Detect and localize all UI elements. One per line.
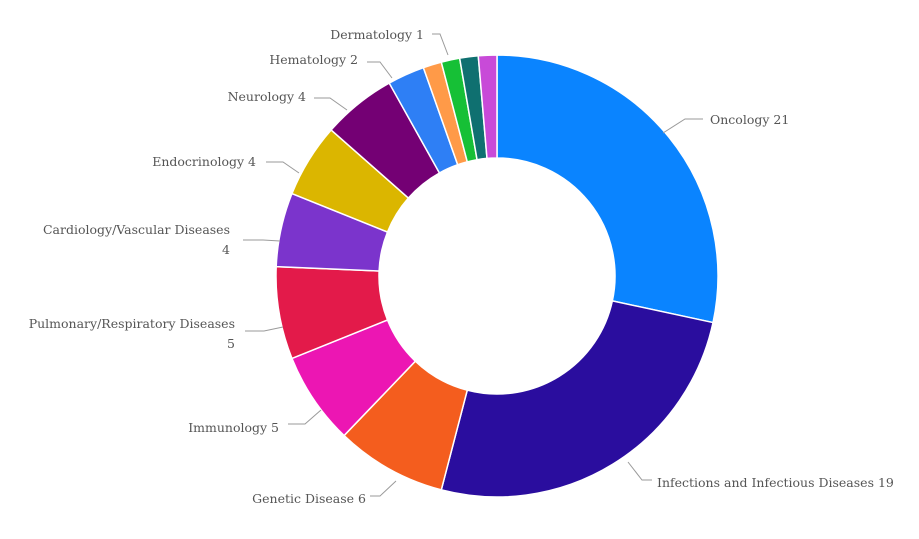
slice-unlabeled-12	[477, 54, 498, 160]
slice-label-line: Immunology 5	[188, 420, 279, 435]
leader-line-pulmonary-respiratory-diseases	[245, 326, 284, 332]
slice-label-endocrinology: Endocrinology 4	[152, 154, 256, 169]
leader-line-neurology	[314, 97, 348, 111]
slice-label-line: 4	[222, 242, 230, 257]
slice-label-line: Dermatology 1	[330, 27, 424, 42]
leader-line-endocrinology	[266, 161, 300, 174]
slice-label-line: Oncology 21	[710, 112, 789, 127]
slice-label-oncology: Oncology 21	[710, 112, 789, 127]
slice-label-cardiology-vascular-diseases: Cardiology/Vascular Diseases 4	[43, 222, 230, 257]
slice-oncology	[496, 54, 719, 324]
slices-group	[275, 54, 719, 498]
slice-label-line: Neurology 4	[228, 89, 306, 104]
slice-infections-and-infectious-diseases	[440, 299, 714, 498]
slice-label-infections-and-infectious-diseases: Infections and Infectious Diseases 19	[657, 475, 894, 490]
leader-line-dermatology	[432, 33, 449, 56]
leader-line-hematology	[367, 61, 393, 79]
leader-line-oncology	[662, 118, 703, 134]
slice-label-pulmonary-respiratory-diseases: Pulmonary/Respiratory Diseases 5	[29, 316, 235, 351]
slice-label-dermatology: Dermatology 1	[330, 27, 424, 42]
slice-label-hematology: Hematology 2	[269, 52, 358, 67]
leader-line-infections-and-infectious-diseases	[627, 461, 652, 481]
leader-line-immunology	[288, 409, 322, 425]
slice-label-line: 5	[227, 336, 235, 351]
slice-labels-group: Oncology 21 Infections and Infectious Dis…	[29, 27, 894, 506]
leader-line-genetic-disease	[370, 480, 397, 497]
leader-line-cardiology-vascular-diseases	[243, 239, 281, 242]
slice-label-line: Hematology 2	[269, 52, 358, 67]
slice-label-line: Endocrinology 4	[152, 154, 256, 169]
slice-label-line: Cardiology/Vascular Diseases	[43, 222, 230, 237]
slice-label-neurology: Neurology 4	[228, 89, 306, 104]
slice-label-genetic-disease: Genetic Disease 6	[252, 491, 366, 506]
slice-label-line: Genetic Disease 6	[252, 491, 366, 506]
slice-label-line: Pulmonary/Respiratory Diseases	[29, 316, 235, 331]
leader-lines-group	[243, 33, 703, 497]
slice-label-line: Infections and Infectious Diseases 19	[657, 475, 894, 490]
slice-label-immunology: Immunology 5	[188, 420, 279, 435]
